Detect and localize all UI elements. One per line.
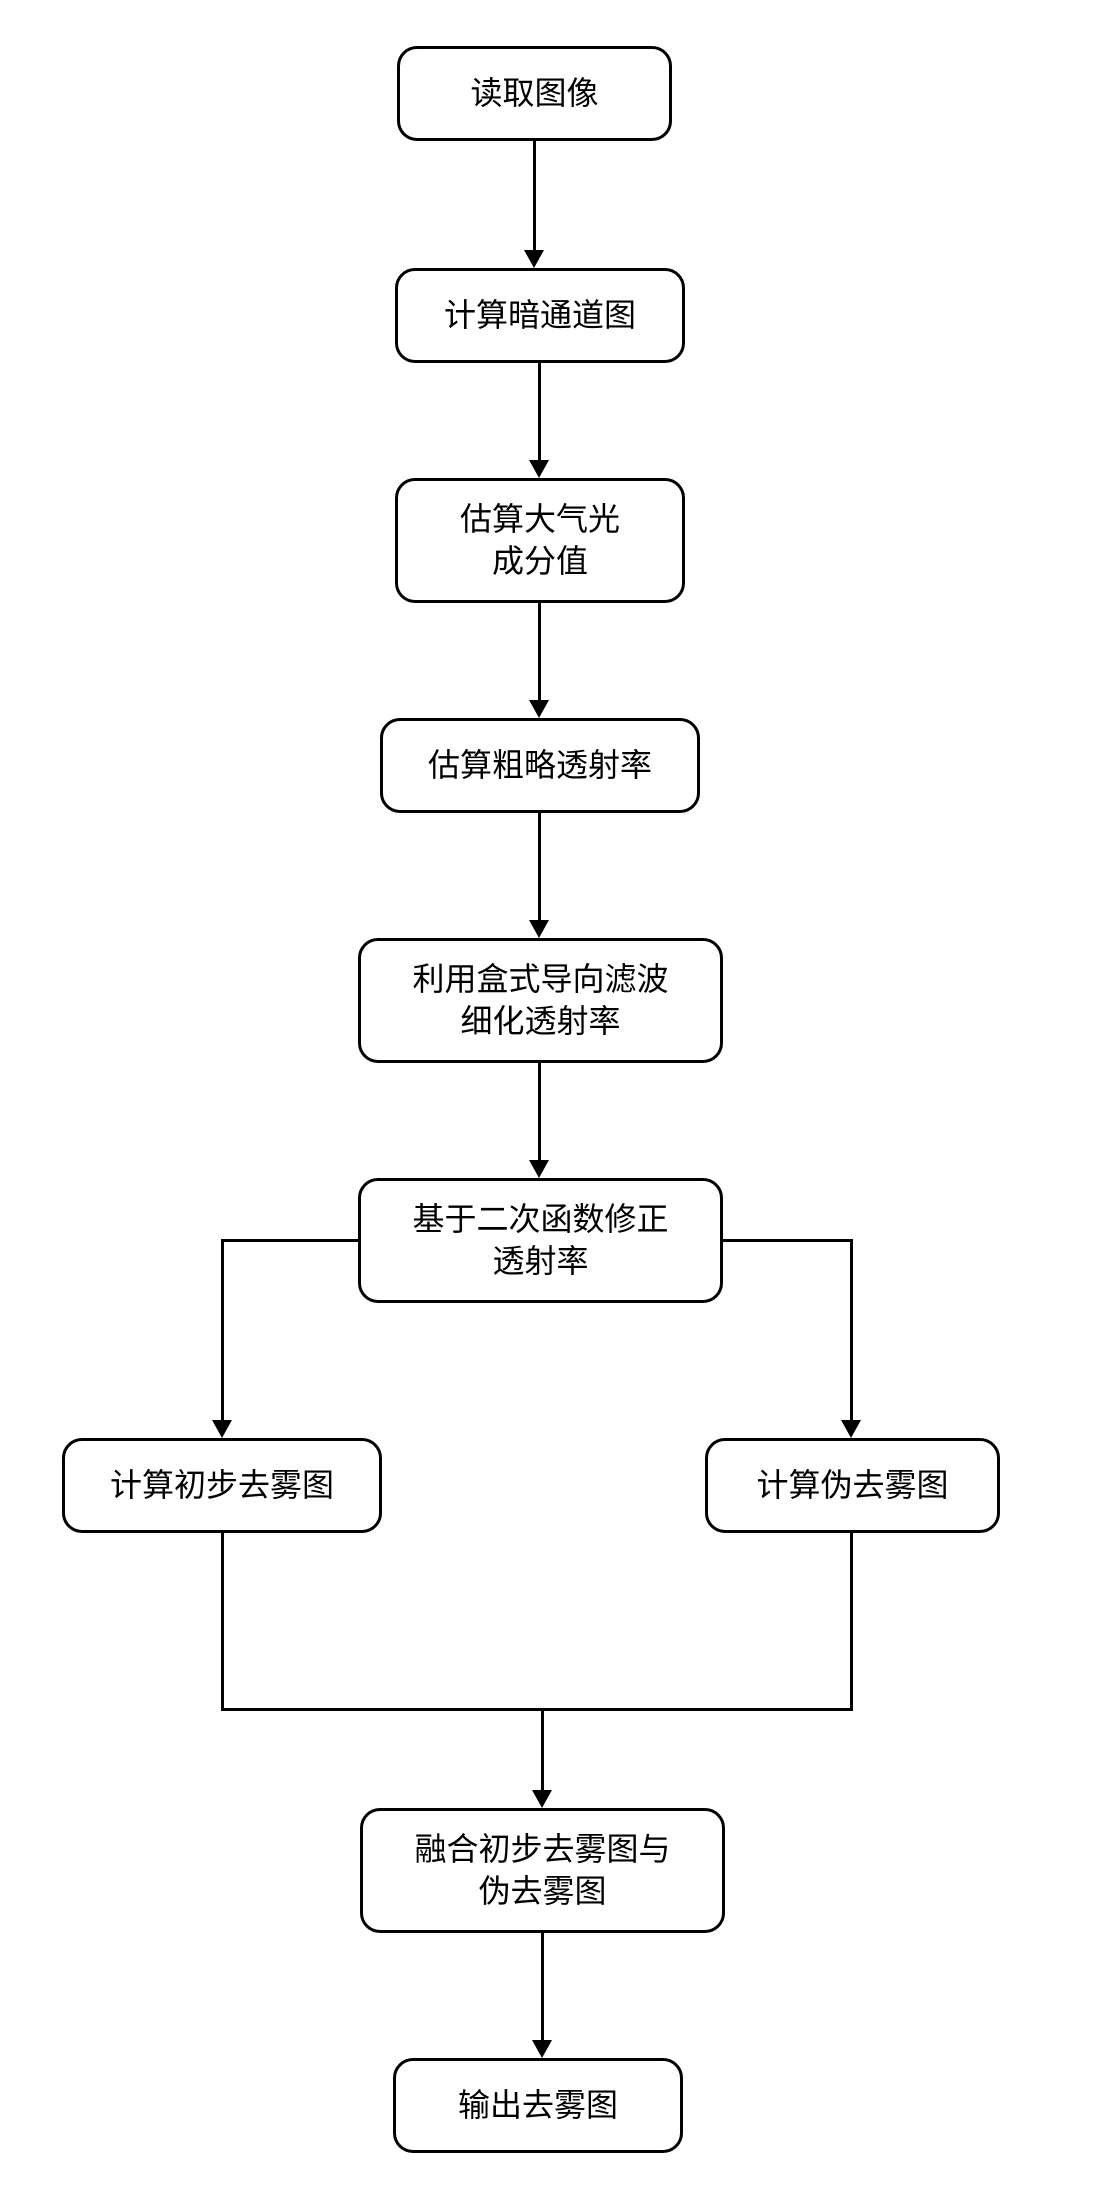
arrow-head-icon: [529, 920, 549, 938]
flowchart-node-quadratic-correct: 基于二次函数修正透射率: [358, 1178, 723, 1303]
flowchart-node-read-image: 读取图像: [397, 46, 672, 141]
flowchart-node-rough-trans: 估算粗略透射率: [380, 718, 700, 813]
edge-line: [221, 1708, 541, 1711]
node-label: 计算暗通道图: [444, 295, 636, 337]
node-label: 融合初步去雾图与伪去雾图: [414, 1829, 670, 1912]
arrow-head-icon: [524, 250, 544, 268]
edge-line: [538, 363, 541, 460]
edge-line: [221, 1239, 224, 1420]
edge-line: [541, 1708, 544, 1790]
node-label: 估算大气光成分值: [460, 499, 620, 582]
node-label: 输出去雾图: [458, 2085, 618, 2127]
node-label: 计算伪去雾图: [756, 1465, 948, 1507]
edge-line: [850, 1533, 853, 1708]
edge-line: [541, 1708, 853, 1711]
edge-line: [538, 1063, 541, 1160]
flowchart-node-pseudo-dehaze: 计算伪去雾图: [705, 1438, 1000, 1533]
edge-line: [850, 1239, 853, 1420]
arrow-head-icon: [529, 700, 549, 718]
flowchart-node-dark-channel: 计算暗通道图: [395, 268, 685, 363]
node-label: 读取图像: [470, 73, 598, 115]
node-label: 估算粗略透射率: [428, 745, 652, 787]
arrow-head-icon: [529, 1160, 549, 1178]
edge-line: [538, 603, 541, 700]
edge-line: [221, 1239, 358, 1242]
flowchart-node-guided-filter: 利用盒式导向滤波细化透射率: [358, 938, 723, 1063]
arrow-head-icon: [841, 1420, 861, 1438]
edge-line: [723, 1239, 853, 1242]
edge-line: [221, 1533, 224, 1708]
edge-line: [533, 141, 536, 250]
edge-line: [541, 1933, 544, 2040]
node-label: 计算初步去雾图: [110, 1465, 334, 1507]
node-label: 基于二次函数修正透射率: [412, 1199, 668, 1282]
edge-line: [538, 813, 541, 920]
flowchart-node-fusion: 融合初步去雾图与伪去雾图: [360, 1808, 725, 1933]
arrow-head-icon: [529, 460, 549, 478]
flowchart-node-output: 输出去雾图: [393, 2058, 683, 2153]
arrow-head-icon: [532, 1790, 552, 1808]
flowchart-node-prelim-dehaze: 计算初步去雾图: [62, 1438, 382, 1533]
flowchart-node-atmos-light: 估算大气光成分值: [395, 478, 685, 603]
arrow-head-icon: [212, 1420, 232, 1438]
node-label: 利用盒式导向滤波细化透射率: [412, 959, 668, 1042]
arrow-head-icon: [532, 2040, 552, 2058]
